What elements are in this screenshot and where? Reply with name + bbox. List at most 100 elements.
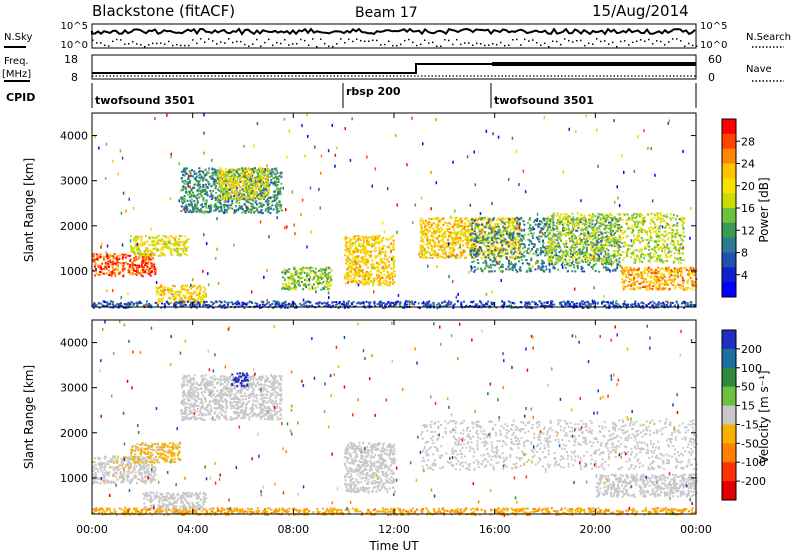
data-cell [191,199,193,201]
data-cell [649,235,651,237]
data-cell [581,239,583,241]
data-cell [538,223,540,225]
data-cell [379,263,381,265]
data-cell [559,216,561,218]
data-cell [349,275,351,277]
data-cell [597,253,599,255]
data-cell [666,234,668,236]
data-cell [161,289,163,291]
noise-search-dot [244,44,246,46]
data-cell [491,220,493,222]
data-cell [246,171,248,173]
data-cell [464,226,466,228]
data-cell [181,197,183,199]
data-cell [486,265,488,267]
data-cell [302,277,304,279]
data-cell [537,249,539,251]
data-cell [375,241,377,243]
data-cell [157,291,159,293]
data-cell [210,192,212,194]
data-cell [619,261,621,263]
noise-search-dot [468,42,470,44]
data-cell [487,222,489,224]
data-cell [367,267,369,269]
data-cell [184,246,186,248]
data-cell [363,277,365,279]
data-cell [129,267,131,269]
data-cell [549,237,551,239]
noise-search-dot [440,46,442,48]
data-cell [579,248,581,250]
data-cell [185,171,187,173]
data-cell [361,236,363,238]
data-cell [208,172,210,174]
data-cell [554,241,556,243]
data-cell [151,254,153,256]
data-cell [394,274,396,276]
data-cell [253,196,255,198]
data-cell [472,249,474,251]
data-cell [155,270,157,272]
data-cell [431,235,433,237]
freq-unit-label: [MHz] [2,69,31,80]
data-cell [249,195,251,197]
data-cell [470,250,472,252]
data-cell [383,270,385,272]
data-cell [490,267,492,269]
data-cell [477,262,479,264]
data-cell [185,242,187,244]
data-cell [154,273,156,275]
data-cell [584,256,586,258]
data-cell [613,218,615,220]
data-cell [353,238,355,240]
data-cell [552,233,554,235]
noise-search-dot [696,46,698,48]
data-cell [477,241,479,243]
data-cell [243,198,245,200]
data-cell [199,173,201,175]
noise-search-dot [608,43,610,45]
data-cell [393,281,395,283]
data-cell [583,248,585,250]
data-cell [564,222,566,224]
data-cell [392,249,394,251]
data-cell [511,219,513,221]
data-cell [487,254,489,256]
data-cell [212,168,214,170]
data-cell [505,249,507,251]
data-cell [550,222,552,224]
data-cell [350,266,352,268]
data-cell [542,240,544,242]
data-cell [502,234,504,236]
noise-search-dot [692,45,694,47]
data-cell [327,275,329,277]
data-cell [156,248,158,250]
data-cell [545,266,547,268]
data-cell [515,239,517,241]
cpid-segment-2: rbsp 200 [346,85,401,98]
data-cell [560,250,562,252]
data-cell [521,259,523,261]
data-cell [233,173,235,175]
data-cell [191,202,193,204]
data-cell [597,236,599,238]
noise-search-dot [460,44,462,46]
data-cell [366,264,368,266]
data-cell [445,236,447,238]
data-cell [457,225,459,227]
noise-sky-line [92,29,695,34]
data-cell [377,284,379,286]
data-cell [571,238,573,240]
data-cell [345,237,347,239]
noise-search-dot [288,44,290,46]
data-cell [256,203,258,205]
data-cell [447,225,449,227]
data-cell [584,242,586,244]
nsky-label: N.Sky [4,32,32,43]
data-cell [382,267,384,269]
data-cell [456,220,458,222]
data-cell [519,243,521,245]
data-cell [463,250,465,252]
data-cell [129,255,131,257]
data-cell [265,181,267,183]
